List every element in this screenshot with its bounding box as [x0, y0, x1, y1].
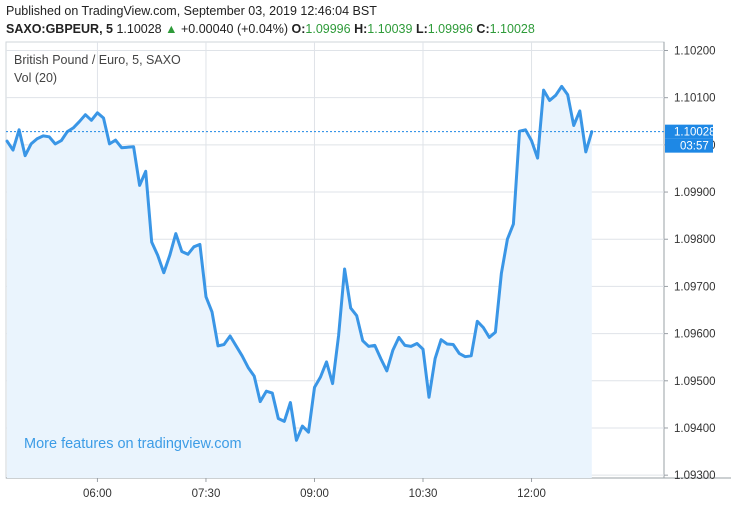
up-arrow-icon: ▲: [165, 22, 178, 36]
time-tick-label: 06:00: [83, 488, 112, 500]
price-area-fill: [7, 86, 592, 479]
high-label: H:: [354, 22, 368, 36]
symbol-label: SAXO:GBPEUR, 5: [6, 22, 113, 36]
open-label: O:: [291, 22, 306, 36]
open-value: 1.09996: [305, 22, 351, 36]
price-tick-label: 1.09800: [674, 234, 716, 246]
price-tick-label: 1.10200: [674, 45, 716, 57]
price-tick-label: 1.09700: [674, 281, 716, 293]
price-tick-label: 1.10100: [674, 93, 716, 105]
time-tick-label: 07:30: [192, 488, 221, 500]
high-value: 1.10039: [367, 22, 413, 36]
price-change: +0.00040 (+0.04%): [180, 22, 289, 36]
low-value: 1.09996: [427, 22, 473, 36]
price-tick-label: 1.09600: [674, 329, 716, 341]
close-value: 1.10028: [489, 22, 535, 36]
time-tick-label: 10:30: [409, 488, 438, 500]
close-label: C:: [476, 22, 490, 36]
price-badge-value: 1.10028: [674, 127, 716, 139]
time-tick-label: 12:00: [517, 488, 546, 500]
series-title: British Pound / Euro, 5, SAXO: [14, 53, 181, 67]
low-label: L:: [415, 22, 428, 36]
price-tick-label: 1.09300: [674, 470, 716, 482]
countdown-badge-value: 03:57: [680, 141, 709, 153]
price-badge-background: [665, 124, 713, 139]
tradingview-link[interactable]: More features on tradingview.com: [24, 436, 242, 452]
price-line: [5, 84, 594, 442]
price-tick-label: 1.09400: [674, 423, 716, 435]
time-axis[interactable]: 06:00 07:30 09:00 10:30 12:00: [83, 478, 546, 500]
price-tick-label: 1.09900: [674, 187, 716, 199]
volume-indicator-label[interactable]: Vol (20): [14, 71, 58, 85]
countdown-badge-background: [665, 138, 713, 153]
price-tick-label: 1.09500: [674, 376, 716, 388]
price-badge: 1.10028 03:57: [665, 124, 716, 153]
quote-summary: SAXO:GBPEUR, 5 1.10028 ▲ +0.00040 (+0.04…: [6, 22, 535, 36]
price-axis[interactable]: 1.102001.101001.100001.099001.098001.097…: [664, 45, 716, 482]
time-tick-label: 09:00: [300, 488, 329, 500]
published-header: Published on TradingView.com, September …: [6, 4, 377, 18]
last-price: 1.10028: [116, 22, 162, 36]
